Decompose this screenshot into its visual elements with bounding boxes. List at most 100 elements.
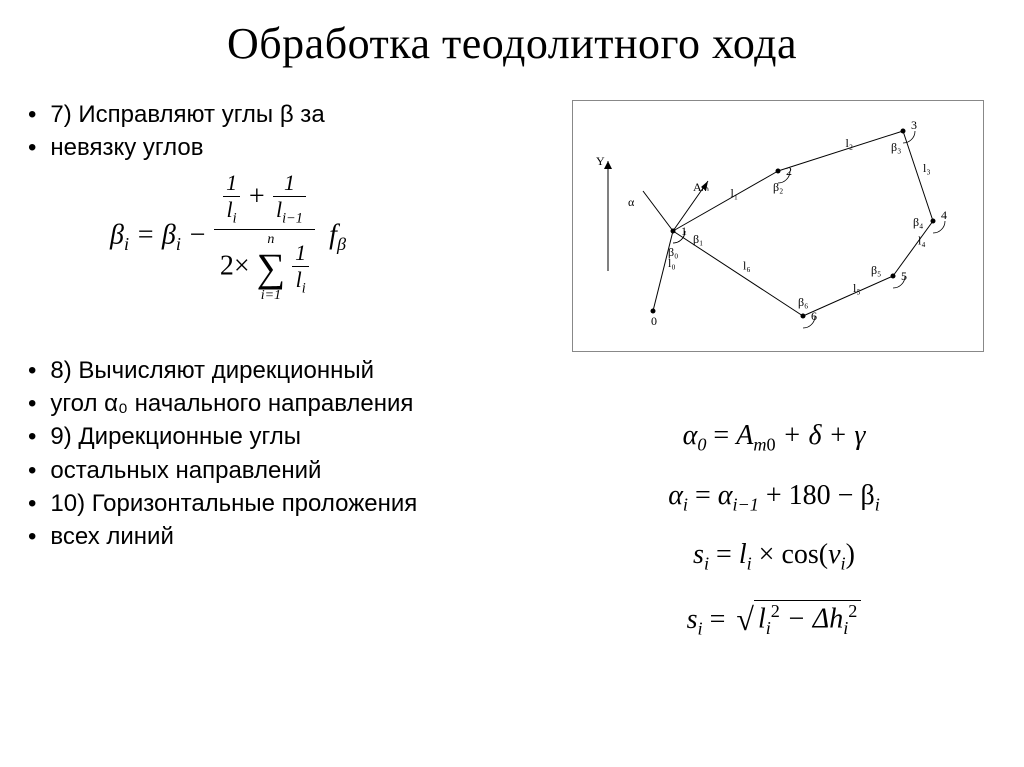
formula-si-sqrt: si = √ li2 − Δhi2 (574, 599, 974, 640)
f4-l-sup: 2 (771, 601, 780, 621)
sfrac1-den-s: i (233, 210, 237, 226)
sigma-block: n ∑ i=1 (257, 232, 286, 304)
sfrac-3: 1 li (292, 240, 309, 297)
f1-am: A (736, 420, 753, 451)
bullet-9b: остальных направлений (28, 454, 417, 487)
svg-text:3: 3 (911, 118, 917, 132)
svg-text:l₆: l₆ (743, 259, 751, 273)
denominator: 2× n ∑ i=1 1 li (214, 230, 315, 304)
sfrac-1: 1 li (223, 170, 240, 227)
svg-text:α: α (628, 195, 635, 209)
f3-times: × (759, 539, 782, 570)
sfrac2-num: 1 (273, 170, 306, 197)
plus-sign: + (247, 181, 273, 212)
svg-text:β₆: β₆ (798, 295, 808, 309)
sfrac1-num: 1 (223, 170, 240, 197)
f1-am-sub2: 0 (766, 435, 775, 455)
f2-eq: = (695, 480, 718, 511)
main-fraction: 1 li + 1 li−1 2× n ∑ i=1 1 li (214, 170, 315, 304)
f1-tail: + δ + γ (783, 420, 866, 451)
den-two: 2 (220, 251, 234, 282)
bullet-8a: 8) Вычисляют дирекционный (28, 354, 417, 387)
svg-text:l₄: l₄ (918, 234, 926, 248)
f3-s: s (693, 539, 704, 570)
bullet-list: 7) Исправляют углы β за невязку углов 8)… (28, 98, 417, 553)
f1-alpha-sub: 0 (697, 435, 706, 455)
f1-alpha: α (683, 420, 698, 451)
bullet-10a: 10) Горизонтальные проложения (28, 487, 417, 520)
svg-text:2: 2 (786, 164, 792, 178)
svg-text:β₃: β₃ (891, 140, 901, 154)
svg-text:l₃: l₃ (923, 161, 931, 175)
sfrac3-den-s: i (302, 280, 306, 296)
numerator: 1 li + 1 li−1 (214, 170, 315, 230)
svg-text:Aₘ: Aₘ (693, 180, 709, 194)
svg-text:l₂: l₂ (846, 136, 854, 150)
sfrac2-den: li−1 (273, 197, 306, 227)
svg-text:β₅: β₅ (871, 263, 881, 277)
f2-alpha-sub: i (683, 494, 688, 514)
f4-h-sup: 2 (848, 601, 857, 621)
svg-text:5: 5 (901, 269, 907, 283)
svg-text:6: 6 (811, 309, 817, 323)
beta-rhs-var: β (162, 220, 176, 251)
f1-am-sub1: m (753, 435, 766, 455)
svg-text:4: 4 (941, 208, 947, 222)
formula-si-cos: si = li × cos(νi) (574, 539, 974, 575)
svg-text:β₂: β₂ (773, 180, 783, 194)
formula-alpha0: α0 = Am0 + δ + γ (574, 420, 974, 456)
beta-lhs-sub: i (124, 234, 129, 254)
sigma-icon: ∑ (257, 248, 286, 288)
right-formulas: α0 = Am0 + δ + γ αi = αi−1 + 180 − βi si… (574, 420, 974, 663)
beta-lhs-var: β (110, 220, 124, 251)
sqrt-icon: √ li2 − Δhi2 (732, 599, 861, 640)
bullet-9a: 9) Дирекционные углы (28, 420, 417, 453)
svg-text:Y: Y (596, 154, 605, 168)
f3-l-sub: i (747, 554, 752, 574)
f1-eq: = (713, 420, 736, 451)
sfrac-2: 1 li−1 (273, 170, 306, 227)
minus-sign: − (188, 220, 214, 251)
eq-sign: = (136, 220, 162, 251)
f2-alpha: α (668, 480, 683, 511)
svg-text:β₁: β₁ (693, 232, 703, 246)
svg-text:β₄: β₄ (913, 215, 923, 229)
f4-minus: − Δh (787, 604, 843, 635)
f4-eq: = (710, 604, 733, 635)
f3-eq: = (716, 539, 739, 570)
sigma-bot: i=1 (257, 288, 286, 304)
tail-f: f (329, 220, 337, 251)
f3-l: l (739, 539, 747, 570)
sfrac2-den-s: i−1 (282, 210, 303, 226)
f3-nu: ν (828, 539, 840, 570)
f4-s-sub: i (698, 618, 703, 638)
bullet-7a: 7) Исправляют углы β за (28, 98, 417, 131)
bullet-8b: угол α₀ начального направления (28, 387, 417, 420)
f2-beta-sub: i (875, 494, 880, 514)
den-times: × (234, 251, 250, 282)
f4-l: l (758, 604, 766, 635)
svg-text:β₀: β₀ (668, 245, 678, 259)
f3-s-sub: i (704, 554, 709, 574)
tail-f-sub: β (337, 234, 346, 254)
formula-beta-correction: βi = βi − 1 li + 1 li−1 2× n ∑ (110, 170, 346, 304)
svg-text:1: 1 (681, 224, 687, 238)
f3-cos: cos( (781, 539, 828, 570)
formula-alphai: αi = αi−1 + 180 − βi (574, 480, 974, 516)
bullet-7b: невязку углов (28, 131, 417, 164)
f2-tail: + 180 − β (766, 480, 875, 511)
sfrac1-den: li (223, 197, 240, 227)
traverse-diagram: YAₘαl₀l₁l₂l₃l₄l₅l₆β₀β₁β₂β₃β₄β₅β₆0123456 (572, 100, 984, 352)
svg-text:l₁: l₁ (731, 186, 739, 200)
f3-close: ) (846, 539, 855, 570)
sfrac3-den: li (292, 267, 309, 297)
f4-s: s (687, 604, 698, 635)
bullet-10b: всех линий (28, 520, 417, 553)
f2-alpha2-sub: i−1 (732, 494, 758, 514)
beta-rhs-sub: i (176, 234, 181, 254)
sfrac3-num: 1 (292, 240, 309, 267)
f2-alpha2: α (718, 480, 733, 511)
svg-text:0: 0 (651, 314, 657, 328)
slide-title: Обработка теодолитного хода (0, 0, 1024, 69)
svg-text:l₅: l₅ (853, 281, 861, 295)
